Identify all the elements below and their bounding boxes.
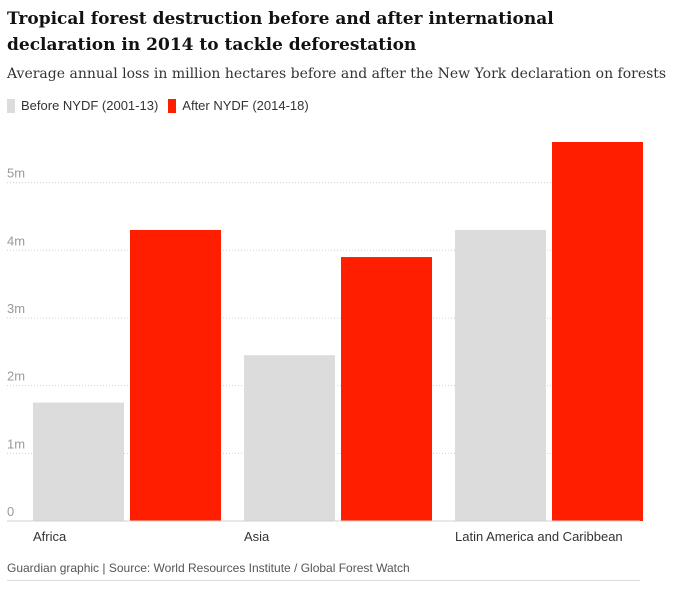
y-tick-label-5: 5m — [7, 166, 25, 181]
bar-after-1 — [341, 257, 432, 521]
bar-before-2 — [455, 229, 546, 521]
y-tick-label-1: 1m — [7, 436, 25, 451]
legend-swatch-after — [168, 98, 177, 113]
bar-after-2 — [552, 142, 643, 521]
footer-divider — [7, 580, 640, 581]
category-label-0: Africa — [33, 529, 67, 544]
chart-title: Tropical forest destruction before and a… — [7, 9, 554, 55]
y-tick-label-2: 2m — [7, 369, 25, 384]
chart-subtitle: Average annual loss in million hectares … — [7, 66, 667, 82]
legend-swatch-before — [7, 98, 15, 113]
legend-item-after: After NYDF (2014-18) — [168, 98, 309, 113]
y-tick-label-4: 4m — [7, 233, 25, 248]
category-label-1: Asia — [244, 529, 270, 544]
legend-item-before: Before NYDF (2001-13) — [7, 98, 158, 113]
legend-label-after: After NYDF (2014-18) — [182, 98, 309, 113]
bar-before-0 — [33, 402, 124, 521]
bar-after-0 — [130, 229, 221, 521]
bar-before-1 — [244, 355, 335, 521]
legend: Before NYDF (2001-13) After NYDF (2014-1… — [7, 98, 319, 113]
y-tick-label-0: 0 — [7, 504, 14, 519]
source-footer: Guardian graphic | Source: World Resourc… — [7, 561, 410, 575]
y-tick-label-3: 3m — [7, 301, 25, 316]
bar-chart: 0 1m 2m 3m 4m 5m Africa Asia Latin America and C… — [7, 142, 643, 544]
legend-label-before: Before NYDF (2001-13) — [21, 98, 159, 113]
category-label-2: Latin America and Caribbean — [455, 529, 623, 544]
